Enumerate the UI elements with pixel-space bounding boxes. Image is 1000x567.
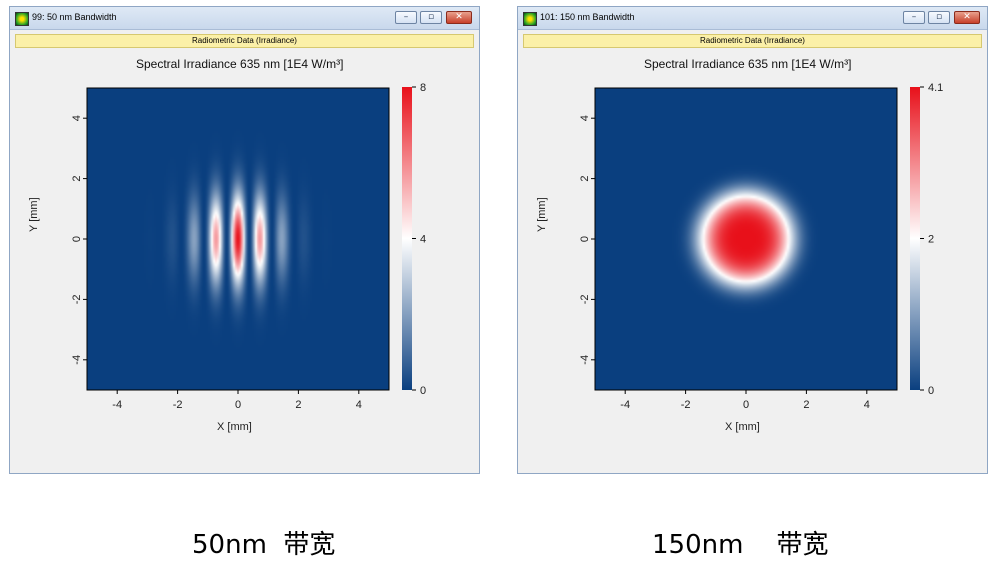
colorbar-tick-label: 0: [420, 385, 426, 397]
plot-window-50nm[interactable]: 99: 50 nm Bandwidth – ▫ ✕ Radiometric Da…: [9, 6, 480, 474]
y-tick-label: 4: [71, 115, 83, 121]
y-axis-label: Y [mm]: [28, 197, 40, 232]
close-button[interactable]: ✕: [954, 11, 980, 24]
x-tick-label: -2: [681, 399, 691, 411]
x-tick-label: -4: [620, 399, 630, 411]
y-tick-label: -4: [579, 355, 591, 365]
heatmap-image: [87, 88, 389, 390]
x-tick-label: 0: [235, 399, 241, 411]
info-bar: Radiometric Data (Irradiance): [523, 34, 982, 48]
y-tick-label: -2: [71, 295, 83, 305]
x-tick-label: 2: [803, 399, 809, 411]
caption-150nm: 150nm 带宽: [652, 530, 829, 560]
close-button[interactable]: ✕: [446, 11, 472, 24]
restore-button[interactable]: ▫: [928, 11, 950, 24]
colorbar: [910, 87, 920, 390]
info-bar: Radiometric Data (Irradiance): [15, 34, 474, 48]
x-tick-label: 0: [743, 399, 749, 411]
y-tick-label: 4: [579, 115, 591, 121]
x-tick-label: -4: [112, 399, 122, 411]
restore-button[interactable]: ▫: [420, 11, 442, 24]
y-tick-label: 0: [71, 236, 83, 242]
x-tick-label: 4: [356, 399, 362, 411]
heatmap-image: [595, 88, 897, 390]
colorbar-tick-label: 0: [928, 385, 934, 397]
colorbar-tick-label: 4.1: [928, 82, 943, 94]
heatmap-chart: -4 -2 0 2 4 -4 -2 0 2 4 0 2 4.1: [579, 82, 943, 411]
y-tick-label: 2: [71, 176, 83, 182]
y-tick-label: -4: [71, 355, 83, 365]
y-axis-label: Y [mm]: [536, 197, 548, 232]
caption-50nm: 50nm 带宽: [192, 530, 336, 560]
window-titlebar[interactable]: 99: 50 nm Bandwidth – ▫ ✕: [10, 7, 479, 30]
x-tick-label: -2: [173, 399, 183, 411]
x-tick-label: 2: [295, 399, 301, 411]
x-tick-label: 4: [864, 399, 870, 411]
window-title: 99: 50 nm Bandwidth: [32, 12, 117, 22]
x-axis-label: X [mm]: [217, 421, 252, 433]
window-title: 101: 150 nm Bandwidth: [540, 12, 635, 22]
x-axis-label: X [mm]: [725, 421, 760, 433]
plot-title: Spectral Irradiance 635 nm [1E4 W/m³]: [644, 57, 852, 71]
plot-title: Spectral Irradiance 635 nm [1E4 W/m³]: [136, 57, 344, 71]
colorbar: [402, 87, 412, 390]
colorbar-tick-label: 8: [420, 82, 426, 94]
y-tick-label: 2: [579, 176, 591, 182]
y-tick-label: -2: [579, 295, 591, 305]
window-titlebar[interactable]: 101: 150 nm Bandwidth – ▫ ✕: [518, 7, 987, 30]
heatmap-chart: -4 -2 0 2 4 -4 -2 0 2 4 0 4 8: [71, 82, 426, 411]
plot-window-150nm[interactable]: 101: 150 nm Bandwidth – ▫ ✕ Radiometric …: [517, 6, 988, 474]
minimize-button[interactable]: –: [903, 11, 925, 24]
colorbar-tick-label: 4: [420, 234, 426, 246]
colorbar-tick-label: 2: [928, 234, 934, 246]
app-icon: [523, 12, 537, 26]
app-icon: [15, 12, 29, 26]
y-tick-label: 0: [579, 236, 591, 242]
minimize-button[interactable]: –: [395, 11, 417, 24]
